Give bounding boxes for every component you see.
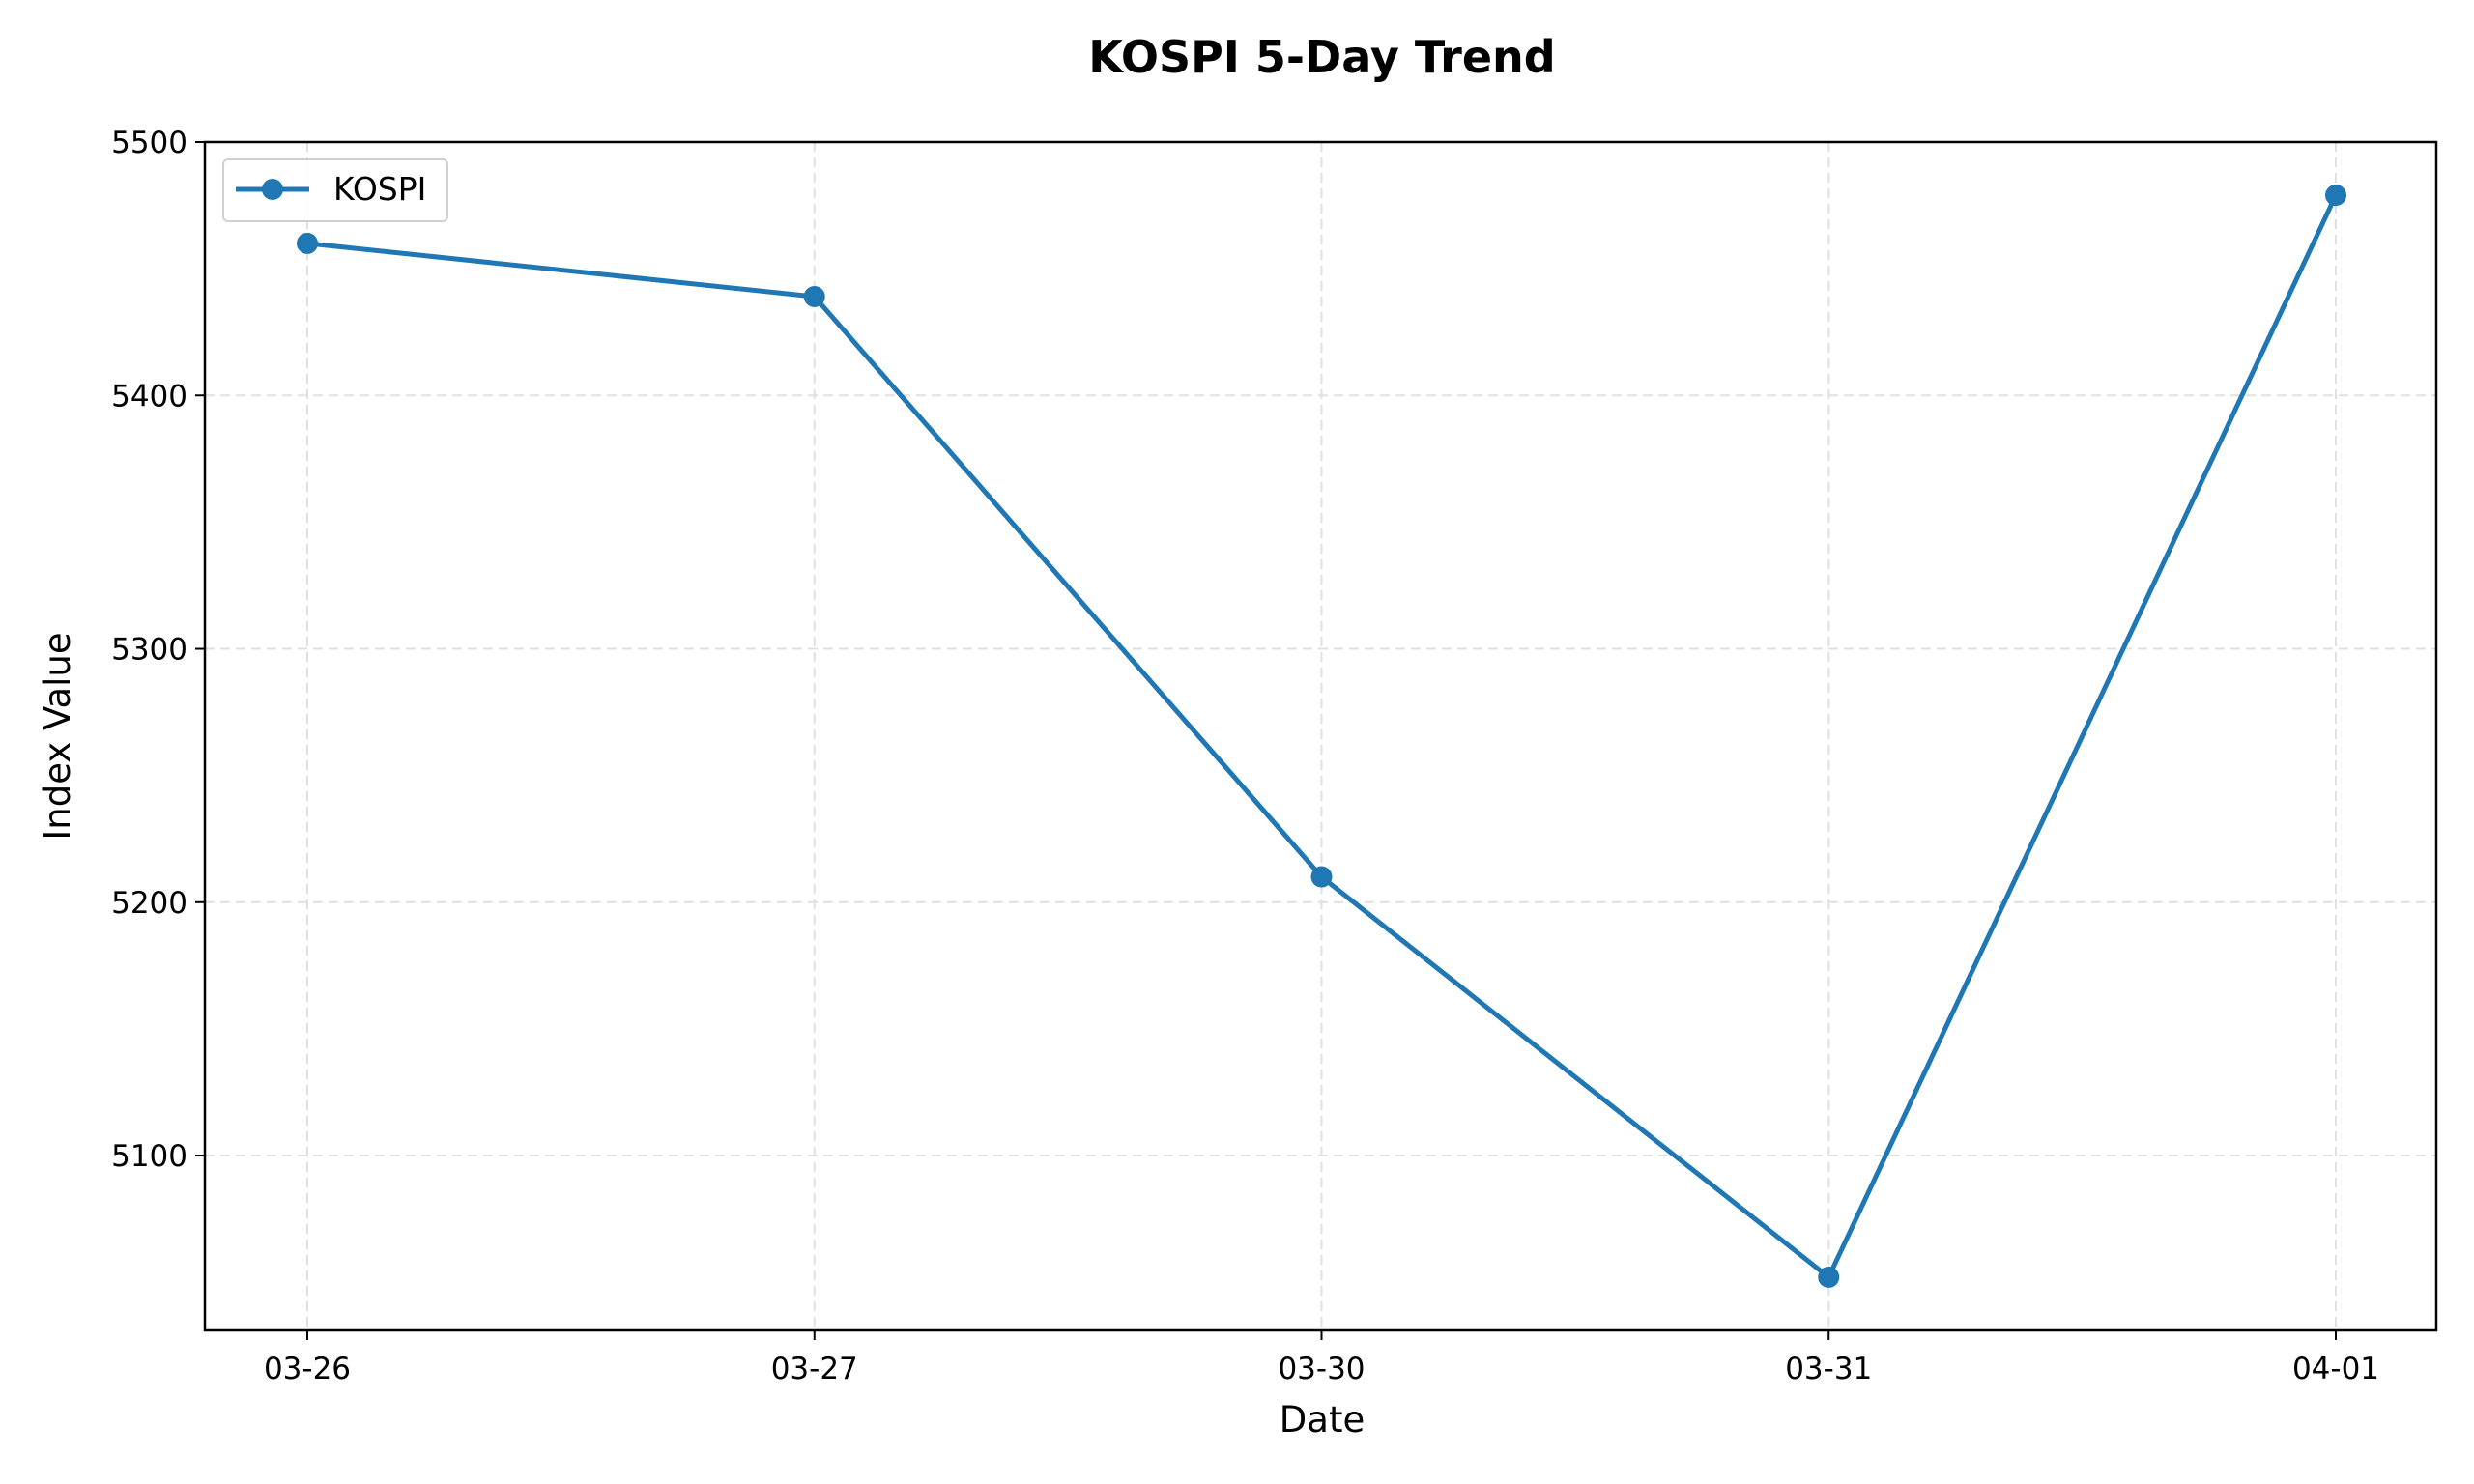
- data-point: [1310, 866, 1333, 888]
- data-point: [297, 232, 318, 254]
- y-tick-label: 5400: [111, 379, 187, 414]
- grid: [205, 141, 2436, 1330]
- x-tick-label: 03-30: [1278, 1352, 1365, 1386]
- data-point: [1818, 1266, 1840, 1288]
- x-tick-label: 03-31: [1785, 1352, 1872, 1386]
- x-tick-label: 03-26: [264, 1352, 351, 1386]
- legend-marker-swatch: [262, 179, 283, 200]
- y-tick-label: 5100: [111, 1139, 187, 1174]
- x-axis-label: Date: [1280, 1399, 1365, 1441]
- data-point: [2325, 185, 2346, 207]
- y-axis-label: Index Value: [37, 632, 78, 840]
- chart-title: KOSPI 5-Day Trend: [1088, 31, 1555, 83]
- y-tick-label: 5200: [111, 886, 187, 921]
- data-point: [803, 285, 825, 307]
- x-tick-label: 04-01: [2292, 1352, 2379, 1386]
- y-tick-label: 5300: [111, 633, 187, 668]
- x-axis: 03-26 03-27 03-30 03-31 04-01: [264, 1330, 2379, 1386]
- legend: KOSPI: [222, 158, 448, 222]
- legend-frame: [222, 158, 448, 222]
- y-tick-label: 5500: [111, 126, 187, 160]
- legend-label-kospi: KOSPI: [333, 170, 426, 208]
- y-axis: 5100 5200 5300 5400 5500: [111, 126, 205, 1174]
- x-tick-label: 03-27: [771, 1352, 858, 1386]
- series-layer: [297, 185, 2346, 1288]
